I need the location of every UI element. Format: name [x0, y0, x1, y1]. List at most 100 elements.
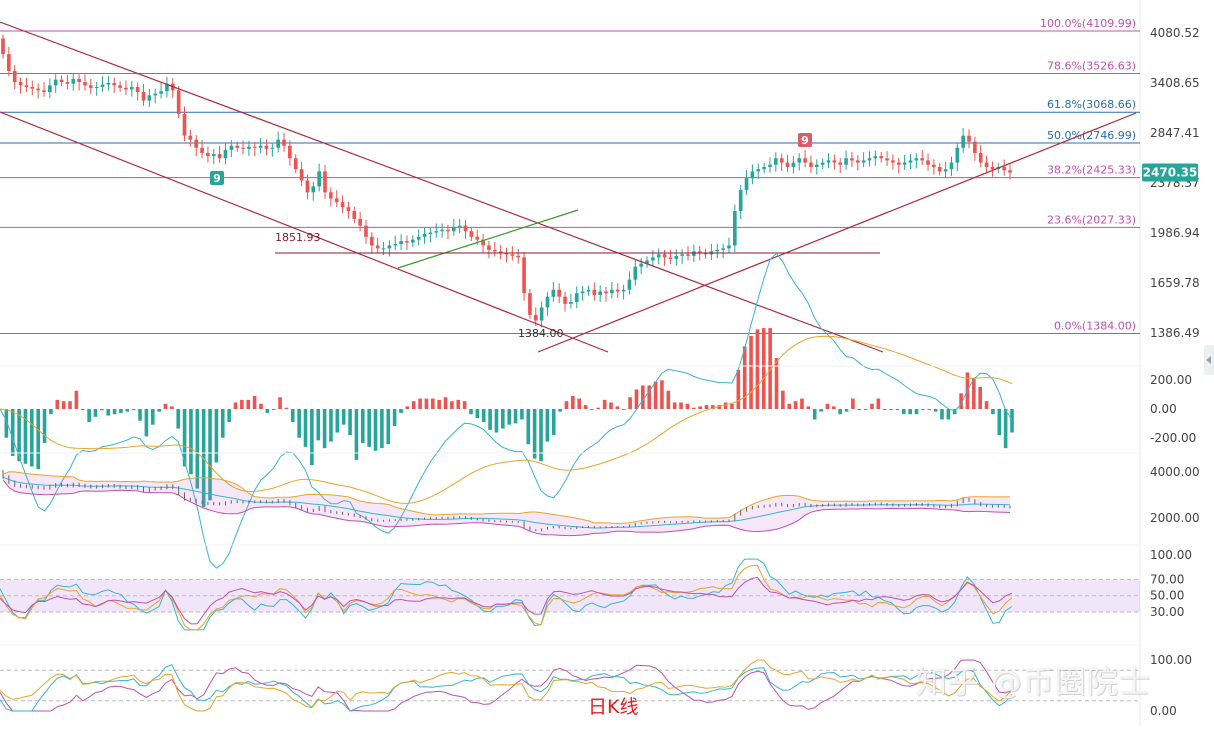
td-marker-buy-box — [210, 171, 224, 185]
candle-body — [744, 178, 749, 190]
macd-tick-label: 200.00 — [1150, 373, 1192, 387]
macd-hist-bar — [360, 409, 365, 443]
macd-hist-bar — [825, 403, 830, 409]
macd-hist-bar — [984, 401, 989, 409]
macd-hist-bar — [551, 409, 556, 436]
macd-hist-bar — [507, 409, 511, 425]
candle-body — [36, 88, 40, 91]
candle-body — [604, 291, 608, 294]
candle-body — [346, 207, 351, 212]
candle-body — [457, 225, 462, 228]
candle-body — [961, 135, 965, 148]
candle-body — [124, 87, 128, 90]
macd-hist-bar — [335, 409, 340, 433]
macd-hist-bar — [201, 409, 206, 507]
candle-body — [873, 156, 878, 159]
candle-body — [809, 162, 813, 167]
candle-body — [832, 160, 837, 163]
macd-hist-bar — [354, 409, 359, 460]
candle-body — [463, 225, 468, 232]
macd-hist-bar — [908, 409, 912, 415]
candle-body — [411, 239, 415, 243]
kdj-tick-label: 100.00 — [1150, 653, 1192, 667]
candle-body — [557, 289, 562, 297]
macd-hist-bar — [150, 409, 155, 425]
candle-body — [147, 95, 152, 101]
candle-body — [651, 257, 655, 261]
macd-hist-bar — [723, 402, 728, 409]
macd-hist-bar — [806, 406, 811, 409]
boll-tick-label: 2000.00 — [1150, 511, 1200, 525]
candle-body — [270, 147, 275, 149]
macd-hist-bar — [831, 406, 836, 409]
uptrend-line — [537, 112, 1137, 353]
macd-hist-bar — [310, 409, 314, 466]
macd-hist-bar — [698, 406, 702, 409]
candle-body — [94, 86, 99, 88]
macd-hist-bar — [539, 409, 543, 462]
candle-body — [340, 202, 345, 208]
macd-hist-bar — [933, 409, 938, 412]
candle-body — [533, 314, 538, 321]
macd-hist-bar — [462, 401, 467, 409]
macd-hist-bar — [157, 409, 161, 412]
macd-hist-bar — [653, 381, 658, 409]
macd-hist-bar — [431, 398, 435, 409]
candle-body — [920, 158, 924, 161]
candle-body — [358, 218, 362, 226]
candle-body — [733, 211, 737, 246]
candle-body — [814, 164, 819, 167]
macd-hist-bar — [93, 409, 98, 417]
macd-hist-bar — [55, 399, 60, 409]
candle-body — [223, 149, 228, 159]
macd-hist-bar — [863, 409, 868, 410]
candle-body — [984, 162, 989, 167]
macd-hist-bar — [494, 409, 499, 433]
candle-body — [18, 82, 23, 86]
green-trendline — [397, 209, 579, 269]
candle-body — [621, 289, 626, 292]
candle-body — [943, 169, 948, 172]
candle-body — [750, 171, 755, 179]
candle-body — [83, 82, 87, 86]
candle-body — [77, 78, 81, 83]
candle-body — [252, 146, 257, 148]
macd-hist-bar — [4, 409, 9, 438]
macd-hist-bar — [341, 409, 346, 425]
macd-hist-bar — [615, 406, 620, 409]
candle-body — [937, 166, 942, 172]
candle-body — [914, 158, 919, 161]
candle-body — [867, 158, 872, 161]
macd-hist-bar — [322, 409, 327, 449]
macd-hist-bar — [189, 409, 193, 475]
macd-hist-bar — [170, 406, 174, 409]
candle-body — [206, 152, 210, 157]
candle-body — [311, 186, 316, 193]
candle-body — [715, 249, 720, 252]
candle-body — [112, 82, 117, 86]
macd-hist-bar — [30, 409, 34, 467]
candle-body — [680, 254, 684, 256]
macd-hist-bar — [590, 409, 594, 410]
price-tick-label: 4080.52 — [1150, 26, 1200, 40]
candle-body — [264, 145, 269, 149]
candle-body — [692, 251, 696, 256]
td-marker-sell-box — [798, 133, 812, 147]
candle-body — [129, 86, 134, 90]
candle-body — [838, 162, 843, 165]
candle-body — [598, 291, 602, 295]
macd-hist-bar — [265, 409, 270, 413]
macd-dea-line — [0, 335, 1013, 504]
candle-body — [393, 243, 398, 246]
macd-hist-bar — [679, 402, 683, 409]
collapse-handle-icon[interactable] — [1204, 345, 1214, 375]
annotation-1851: 1851.93 — [275, 231, 321, 244]
boll-upper-line — [2, 471, 1011, 524]
macd-hist-bar — [672, 402, 677, 409]
candle-body — [1, 38, 5, 55]
kdj-line — [0, 664, 1013, 712]
candle-body — [182, 113, 187, 136]
macd-hist-bar — [532, 409, 537, 459]
macd-hist-bar — [749, 335, 753, 409]
